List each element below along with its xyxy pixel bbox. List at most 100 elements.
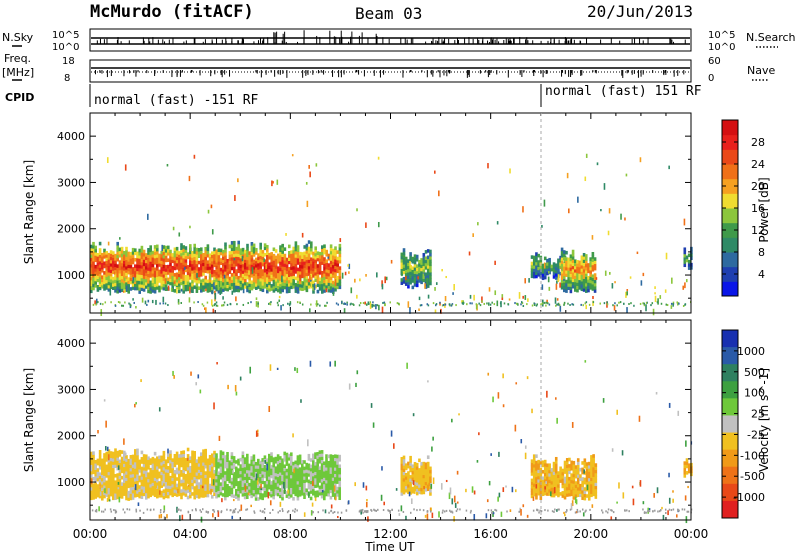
heatmap-cell: [107, 259, 111, 263]
heatmap-cell: [94, 284, 97, 288]
heatmap-cell: [195, 263, 199, 268]
heatmap-cell: [186, 255, 190, 260]
heatmap-cell: [592, 489, 595, 493]
scatter-echo: [545, 481, 547, 484]
heatmap-cell: [420, 471, 423, 476]
heatmap-cell: [90, 283, 93, 287]
heatmap-cell: [263, 455, 267, 460]
ground-scatter-cell: [643, 302, 645, 305]
ground-scatter-cell: [232, 509, 235, 512]
heatmap-cell: [305, 262, 309, 267]
heatmap-cell: [290, 465, 293, 469]
scatter-echo: [424, 514, 427, 518]
heatmap-cell: [184, 480, 188, 485]
heatmap-cell: [221, 457, 225, 462]
heatmap-cell: [219, 274, 223, 278]
heatmap-cell: [142, 466, 146, 471]
scatter-echo: [122, 290, 125, 293]
heatmap-cell: [171, 256, 174, 260]
scatter-echo: [527, 298, 529, 302]
scatter-echo: [123, 438, 125, 445]
heatmap-cell: [294, 260, 298, 265]
ground-scatter-cell: [432, 302, 435, 305]
heatmap-cell: [169, 475, 172, 480]
heatmap-cell: [101, 284, 104, 289]
heatmap-cell: [305, 285, 309, 289]
ground-scatter-cell: [471, 302, 473, 305]
heatmap-cell: [537, 472, 540, 477]
heatmap-cell: [180, 262, 183, 267]
heatmap-cell: [687, 466, 691, 471]
heatmap-cell: [294, 282, 298, 287]
heatmap-cell: [156, 472, 159, 477]
heatmap-cell: [138, 494, 141, 499]
heatmap-cell: [296, 274, 300, 278]
nsky-label: N.Sky: [2, 31, 34, 44]
heatmap-cell: [175, 266, 179, 270]
heatmap-cell: [211, 472, 214, 477]
heatmap-cell: [244, 256, 247, 260]
ground-scatter-cell: [676, 301, 678, 304]
heatmap-cell: [206, 484, 210, 488]
heatmap-cell: [217, 487, 221, 491]
heatmap-cell: [105, 451, 108, 456]
heatmap-cell: [156, 279, 159, 284]
heatmap-cell: [288, 254, 291, 258]
heatmap-cell: [167, 485, 170, 489]
heatmap-cell: [323, 487, 326, 491]
heatmap-cell: [426, 487, 430, 492]
scatter-echo: [654, 292, 656, 295]
heatmap-cell: [217, 251, 221, 256]
heatmap-cell: [567, 267, 570, 271]
heatmap-cell: [138, 255, 141, 259]
heatmap-cell: [197, 286, 201, 290]
heatmap-cell: [334, 479, 337, 484]
heatmap-cell: [200, 289, 203, 293]
heatmap-cell: [559, 271, 562, 276]
heatmap-cell: [202, 458, 205, 463]
heatmap-cell: [131, 461, 135, 465]
ground-scatter-cell: [533, 304, 536, 307]
heatmap-cell: [200, 471, 203, 476]
heatmap-cell: [178, 489, 181, 493]
scatter-echo: [384, 276, 387, 284]
heatmap-cell: [164, 459, 168, 463]
heatmap-cell: [112, 264, 115, 268]
heatmap-cell: [127, 280, 130, 285]
heatmap-cell: [164, 274, 168, 279]
heatmap-cell: [532, 274, 536, 279]
heatmap-cell: [156, 270, 159, 274]
ground-scatter-cell: [672, 304, 674, 307]
heatmap-cell: [561, 471, 565, 476]
heatmap-cell: [409, 268, 412, 272]
heatmap-cell: [261, 288, 265, 293]
heatmap-cell: [532, 479, 536, 484]
heatmap-cell: [409, 487, 412, 492]
heatmap-cell: [160, 474, 163, 479]
scatter-echo: [497, 392, 500, 399]
heatmap-cell: [248, 254, 251, 259]
heatmap-cell: [182, 254, 185, 259]
heatmap-cell: [92, 457, 95, 462]
heatmap-cell: [217, 461, 221, 466]
heatmap-cell: [261, 282, 265, 286]
heatmap-cell: [200, 493, 203, 498]
heatmap-cell: [573, 275, 577, 279]
heatmap-cell: [228, 283, 232, 287]
heatmap-cell: [593, 276, 597, 281]
heatmap-cell: [193, 463, 196, 468]
heatmap-cell: [195, 491, 199, 495]
heatmap-cell: [316, 251, 320, 255]
heatmap-cell: [402, 257, 406, 262]
heatmap-cell: [156, 282, 159, 287]
heatmap-cell: [184, 281, 188, 286]
heatmap-cell: [418, 468, 421, 472]
heatmap-cell: [424, 478, 428, 482]
heatmap-cell: [118, 247, 122, 252]
heatmap-cell: [101, 252, 104, 257]
heatmap-cell: [263, 262, 267, 267]
heatmap-cell: [415, 482, 419, 486]
heatmap-cell: [197, 466, 201, 470]
heatmap-cell: [562, 272, 566, 277]
